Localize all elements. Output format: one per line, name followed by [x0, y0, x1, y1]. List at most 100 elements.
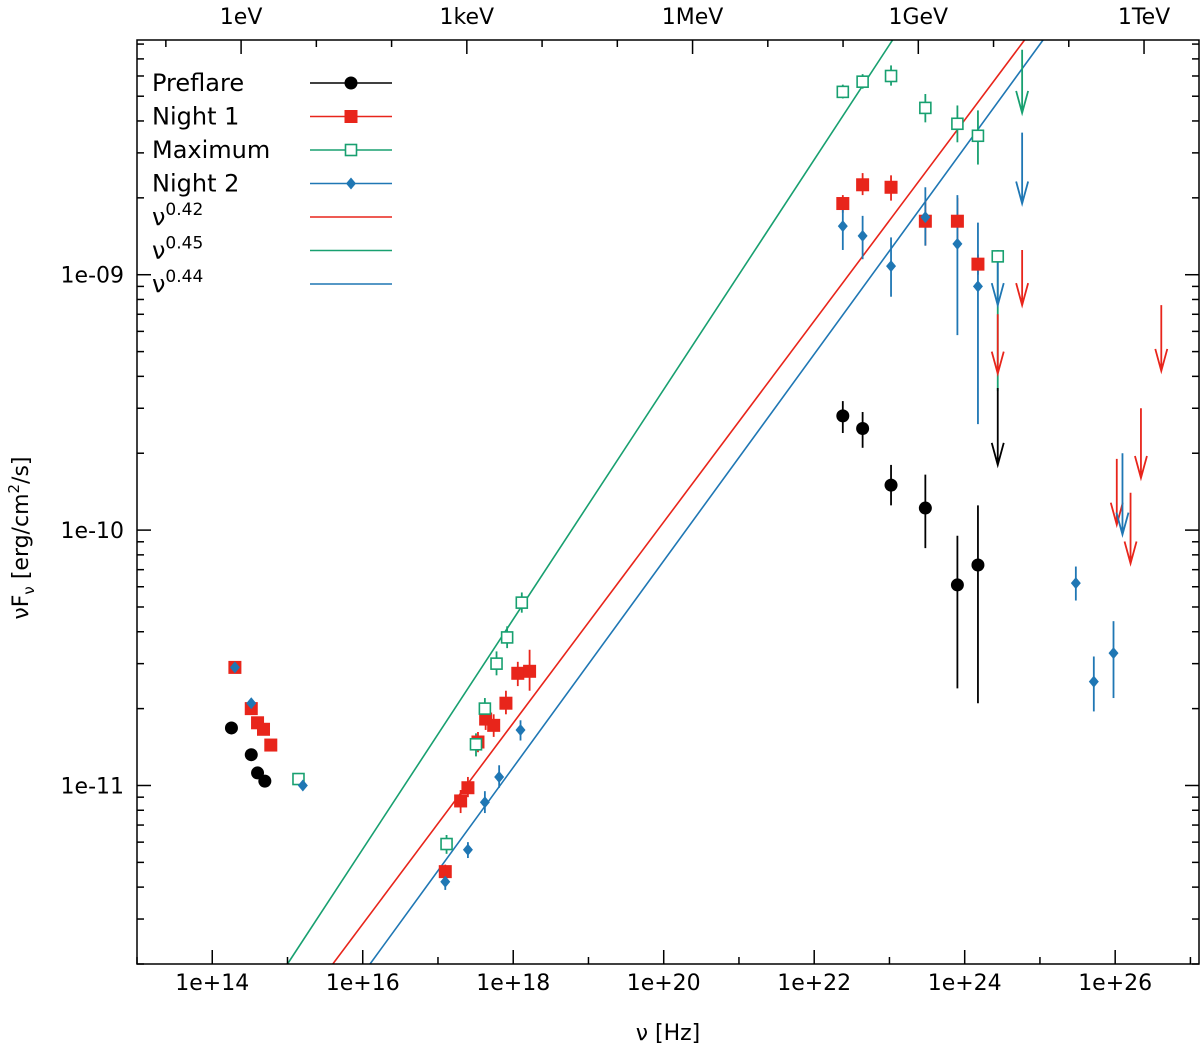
- data-point-maximum: [469, 737, 483, 751]
- y-tick-label: 1e-11: [61, 774, 124, 799]
- data-point-night-1: [487, 718, 501, 732]
- data-point-night-1: [461, 781, 475, 795]
- y-axis-title-end: /s]: [9, 456, 34, 483]
- data-point-preflare: [836, 409, 850, 423]
- data-point-night-2: [494, 770, 505, 783]
- upper-limit-night-2: [1015, 132, 1030, 207]
- plot-frame: [136, 39, 1200, 965]
- x-tick-label: 1e+22: [777, 971, 851, 996]
- data-point-night-2: [229, 661, 240, 674]
- x-axis-title: ν [Hz]: [636, 1021, 701, 1046]
- data-point-night-1: [257, 722, 271, 736]
- data-point-preflare: [950, 578, 964, 592]
- x-tick-label: 1e+26: [1078, 971, 1152, 996]
- data-point-night-1: [499, 696, 513, 710]
- data-point-night-2: [857, 229, 868, 242]
- data-point-night-2: [1108, 647, 1119, 660]
- data-point-night-2: [920, 211, 931, 224]
- data-point-night-2: [515, 723, 526, 736]
- legend-label-maximum: Maximum: [152, 136, 270, 164]
- data-point-preflare: [856, 421, 870, 435]
- data-point-night-2: [1088, 675, 1099, 688]
- y-axis-title-sub: ν: [20, 586, 38, 594]
- y-axis-title-sup: 2: [5, 484, 23, 494]
- y-tick-label: 1e-09: [61, 264, 124, 289]
- y-axis-title: νFν [erg/cm2/s]: [5, 456, 38, 619]
- data-point-maximum: [856, 75, 869, 88]
- data-point-maximum: [836, 85, 850, 99]
- data-point-maximum: [500, 631, 514, 644]
- legend-label-night-2: Night 2: [152, 170, 239, 198]
- top-tick-label: 1eV: [220, 5, 263, 30]
- data-markers: [224, 69, 1119, 888]
- x-tick-label: 1e+16: [326, 971, 400, 996]
- x-tick-label: 1e+14: [175, 971, 249, 996]
- axis-ticks: 1e+14 1e+16 1e+18 1e+20 1e+22 1e+24 1e+26 1eV 1k…: [61, 5, 1199, 996]
- upper-limit-night-1: [990, 314, 1005, 378]
- data-point-preflare: [244, 748, 258, 762]
- data-point-night-1: [950, 214, 964, 228]
- legend-label-night-1: Night 1: [152, 103, 239, 131]
- power-law-0-45: [286, 39, 894, 965]
- legend-label-0-45: ν0.45: [152, 234, 203, 265]
- data-point-night-2: [440, 875, 451, 888]
- data-point-maximum: [971, 129, 985, 143]
- legend-marker-night-1: [344, 110, 358, 123]
- data-point-night-1: [884, 180, 898, 194]
- data-point-night-1: [511, 666, 525, 680]
- data-point-night-2: [462, 843, 473, 856]
- data-point-maximum: [292, 772, 305, 786]
- data-point-maximum: [884, 69, 898, 83]
- data-point-maximum: [991, 250, 1005, 263]
- x-tick-label: 1e+20: [627, 971, 701, 996]
- legend-marker-preflare: [344, 76, 358, 90]
- y-tick-label: 1e-10: [61, 519, 124, 544]
- data-point-preflare: [224, 721, 238, 735]
- upper-limit-preflare: [990, 388, 1005, 469]
- power-law-0-44: [369, 39, 1044, 965]
- data-point-preflare: [918, 501, 932, 515]
- upper-limit-night-1: [1134, 408, 1148, 482]
- data-point-night-2: [1070, 577, 1081, 590]
- data-point-night-2: [886, 260, 897, 273]
- legend-marker-night-2: [346, 177, 356, 190]
- data-point-night-2: [952, 237, 963, 250]
- upper-limit-night-1: [1154, 305, 1169, 375]
- top-tick-label: 1MeV: [662, 5, 724, 30]
- legend-label-base: ν: [152, 270, 165, 298]
- data-point-night-1: [454, 794, 468, 808]
- data-point-maximum: [478, 702, 492, 715]
- data-point-preflare: [884, 478, 898, 492]
- legend-label-exponent: 0.42: [165, 200, 203, 220]
- data-point-maximum: [515, 596, 529, 609]
- data-point-preflare: [971, 558, 985, 572]
- top-tick-label: 1TeV: [1118, 5, 1170, 30]
- data-point-night-2: [246, 697, 257, 710]
- power-law-0-42: [332, 39, 1026, 965]
- data-point-night-1: [264, 738, 278, 752]
- data-point-maximum: [951, 117, 964, 131]
- error-bars: [444, 65, 1115, 890]
- data-point-night-1: [971, 257, 985, 271]
- data-point-night-1: [836, 197, 850, 211]
- legend-label-0-42: ν0.42: [152, 200, 203, 231]
- data-point-preflare: [258, 774, 272, 788]
- data-point-night-2: [837, 220, 848, 233]
- data-point-night-2: [972, 280, 983, 293]
- data-point-maximum: [440, 837, 453, 851]
- data-point-night-1: [523, 664, 537, 678]
- upper-limit-night-2: [1115, 453, 1130, 539]
- legend-label-exponent: 0.45: [165, 234, 203, 254]
- legend-label-base: ν: [152, 203, 165, 231]
- upper-limit-night-1: [1015, 249, 1030, 309]
- legend-label-0-44: ν0.44: [152, 267, 203, 298]
- data-point-maximum: [919, 101, 932, 115]
- data-point-night-1: [438, 865, 452, 879]
- data-point-maximum: [490, 657, 503, 670]
- y-axis-title-units: [erg/cm: [9, 493, 34, 586]
- power-law-lines: [286, 39, 1044, 965]
- upper-limit-night-1: [1123, 492, 1138, 567]
- y-axis-title-main: νF: [9, 595, 34, 620]
